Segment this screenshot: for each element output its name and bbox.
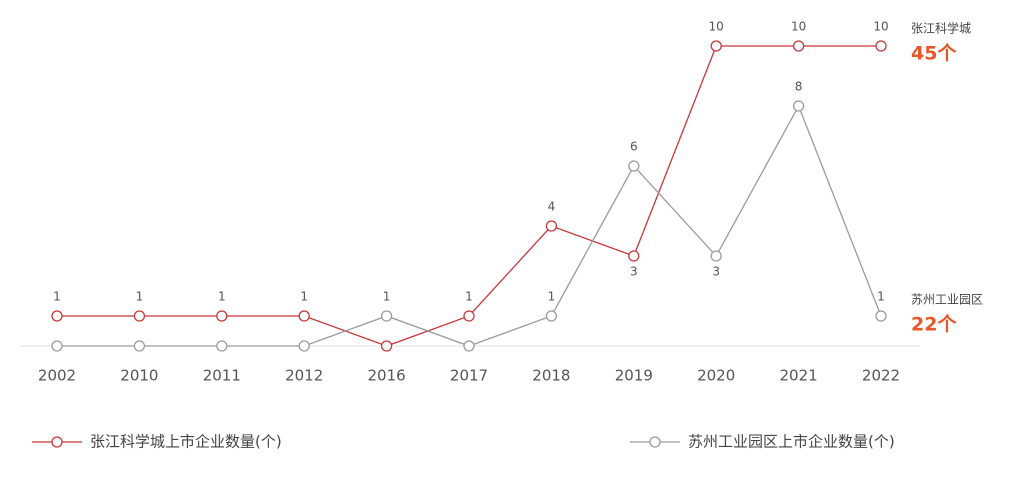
- x-tick-label: 2018: [532, 367, 570, 385]
- data-label: 1: [465, 290, 473, 304]
- legend-marker: [649, 436, 661, 448]
- legend-marker: [51, 436, 63, 448]
- x-tick-label: 2011: [203, 367, 241, 385]
- data-label: 10: [873, 20, 888, 34]
- x-tick-label: 2020: [697, 367, 735, 385]
- data-label: 10: [709, 20, 724, 34]
- x-tick-label: 2019: [615, 367, 653, 385]
- point: [51, 310, 63, 322]
- data-label: 1: [136, 290, 144, 304]
- point: [628, 160, 640, 172]
- point: [463, 340, 475, 352]
- x-tick-label: 2002: [38, 367, 76, 385]
- data-label: 6: [630, 140, 638, 154]
- x-tick-label: 2021: [780, 367, 818, 385]
- point: [216, 340, 228, 352]
- point: [298, 340, 310, 352]
- x-tick-label: 2012: [285, 367, 323, 385]
- x-tick-label: 2016: [368, 367, 406, 385]
- point: [380, 340, 393, 352]
- data-label: 3: [712, 265, 720, 279]
- point: [875, 310, 887, 322]
- point: [545, 220, 558, 232]
- data-label: 1: [383, 290, 391, 304]
- point: [216, 310, 228, 322]
- annotation-total: 22个: [911, 314, 957, 336]
- data-label: 8: [795, 80, 803, 94]
- point: [298, 310, 310, 322]
- data-label: 1: [300, 290, 308, 304]
- point: [628, 250, 640, 262]
- point: [875, 40, 887, 52]
- point: [133, 340, 146, 352]
- point: [710, 250, 722, 262]
- series-line: [57, 104, 882, 347]
- data-label: 1: [548, 290, 556, 304]
- annotation-total: 45个: [911, 43, 957, 65]
- data-label: 10: [791, 20, 806, 34]
- data-label: 4: [548, 200, 556, 214]
- point: [792, 40, 805, 52]
- x-tick-label: 2010: [120, 367, 158, 385]
- data-label: 1: [218, 290, 226, 304]
- point: [792, 100, 805, 112]
- point: [545, 310, 558, 322]
- annotation-label: 苏州工业园区: [911, 293, 983, 307]
- x-tick-label: 2017: [450, 367, 488, 385]
- x-tick-label: 2022: [862, 367, 900, 385]
- data-label: 3: [630, 265, 638, 279]
- point: [380, 310, 393, 322]
- point: [51, 340, 63, 352]
- data-label: 1: [877, 290, 885, 304]
- legend-label: 张江科学城上市企业数量(个): [90, 433, 282, 451]
- point: [133, 310, 146, 322]
- annotation-label: 张江科学城: [911, 21, 971, 36]
- data-label: 1: [53, 290, 61, 304]
- point: [463, 310, 475, 322]
- legend-label: 苏州工业园区上市企业数量(个): [688, 433, 895, 451]
- point: [710, 40, 722, 52]
